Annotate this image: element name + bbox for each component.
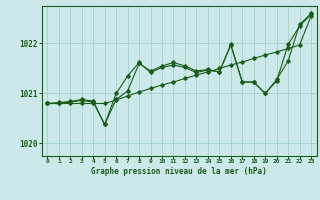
- X-axis label: Graphe pression niveau de la mer (hPa): Graphe pression niveau de la mer (hPa): [91, 167, 267, 176]
